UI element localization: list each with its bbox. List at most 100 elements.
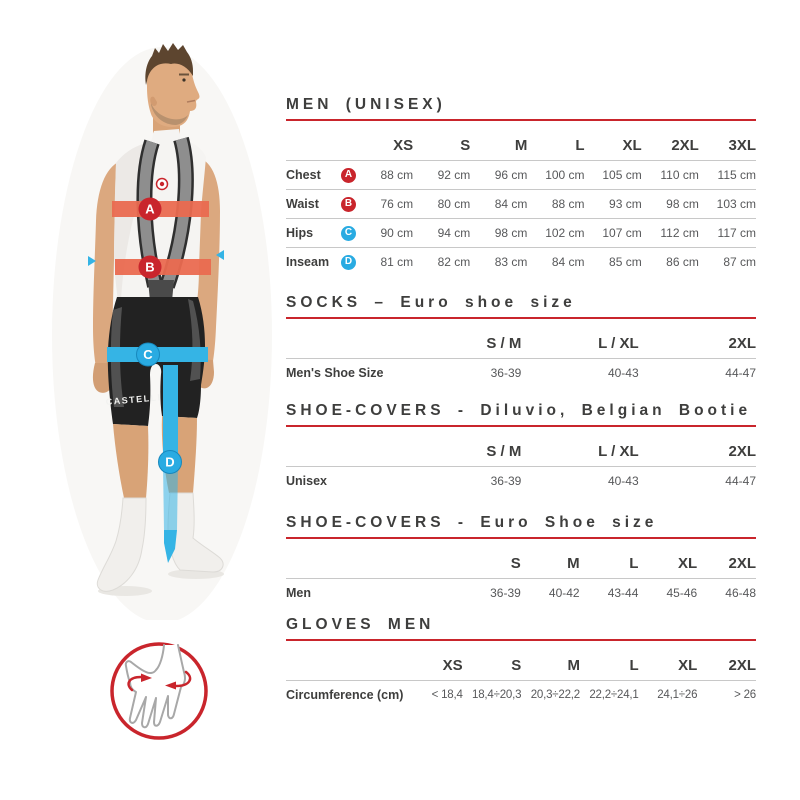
shorts-brand-text: CASTELLI xyxy=(105,392,162,407)
men-size-table: XS S M L XL 2XL 3XL Chest A xyxy=(286,121,756,276)
measure-arrow-right-arc xyxy=(174,670,192,688)
hand-outline xyxy=(124,644,186,729)
shoecovers-diluvio-header-row: S / M L / XL 2XL xyxy=(286,427,756,467)
size-header: M xyxy=(470,121,528,161)
row-label-text: Inseam xyxy=(286,255,330,269)
size-value: 98 cm xyxy=(641,189,699,219)
size-value: 87 cm xyxy=(698,247,756,276)
section-title-men: MEN (UNISEX) xyxy=(286,96,756,121)
size-value: 20,3÷22,2 xyxy=(530,689,580,701)
inseam-band-upper xyxy=(163,365,178,465)
badge-d-letter: D xyxy=(165,455,174,470)
size-value: 105 cm xyxy=(602,168,642,182)
corner-cell xyxy=(286,539,462,579)
size-value: 93 cm xyxy=(584,189,642,219)
row-label-chest: Chest A xyxy=(286,161,356,190)
size-value: 36-39 xyxy=(490,474,522,488)
marker-d-badge: D xyxy=(341,254,356,270)
left-sock xyxy=(96,497,147,592)
size-value: 18,4÷20,3 xyxy=(472,689,522,701)
left-leg xyxy=(113,424,149,498)
bib-panel xyxy=(148,280,174,301)
row-label-text: Hips xyxy=(286,226,314,240)
badge-c-circle xyxy=(136,342,160,367)
glove-measure-icon xyxy=(108,640,210,742)
row-label-unisex: Unisex xyxy=(286,467,404,496)
section-shoecovers-euro: SHOE-COVERS - Euro Shoe size S M L XL 2X… xyxy=(286,514,756,607)
row-label-hips: Hips C xyxy=(286,218,356,248)
gloves-header-row: XS S M L XL 2XL xyxy=(286,641,756,681)
size-value: 85 cm xyxy=(584,247,642,276)
size-header: 3XL xyxy=(698,121,756,161)
section-men-unisex: MEN (UNISEX) XS S M L XL 2XL 3XL xyxy=(286,96,756,276)
size-value: 102 cm xyxy=(527,218,585,248)
size-header: L xyxy=(579,641,639,681)
size-value: 81 cm xyxy=(356,247,414,276)
row-label-text: Circumference (cm) xyxy=(286,688,404,702)
inseam-band-mid xyxy=(163,465,178,530)
size-header: L / XL xyxy=(521,427,639,467)
size-header: L xyxy=(579,539,639,579)
row-label-text: Men xyxy=(286,586,311,600)
size-value: 96 cm xyxy=(494,168,528,182)
ear xyxy=(150,96,157,106)
size-header: L / XL xyxy=(521,319,639,359)
badge-d-circle xyxy=(158,450,182,474)
size-value: 44-47 xyxy=(725,366,756,380)
size-tables-panel: MEN (UNISEX) XS S M L XL 2XL 3XL xyxy=(286,96,756,709)
size-value: 22,2÷24,1 xyxy=(589,689,639,701)
cyan-stub-left xyxy=(88,256,96,266)
size-value: 36-39 xyxy=(490,586,521,600)
size-value: 40-43 xyxy=(607,366,639,380)
size-value: 92 cm xyxy=(437,168,471,182)
size-header: S / M xyxy=(404,427,522,467)
table-row-waist: Waist B 76 cm 80 cm 84 cm 88 cm 93 cm 98… xyxy=(286,189,756,219)
size-value: 86 cm xyxy=(641,247,699,276)
marker-b-badge: B xyxy=(341,196,356,212)
size-header: 2XL xyxy=(697,539,756,579)
brand-logo-mark xyxy=(159,181,165,187)
waist-band xyxy=(115,259,211,275)
size-value: 88 cm xyxy=(380,168,414,182)
size-header: M xyxy=(521,641,580,681)
row-label-circumference: Circumference (cm) xyxy=(286,681,404,710)
size-header: 2XL xyxy=(638,427,756,467)
head xyxy=(146,52,200,127)
badge-c-letter: C xyxy=(143,347,153,362)
size-header: XL xyxy=(584,121,642,161)
size-header: L xyxy=(527,121,585,161)
table-row-hips: Hips C 90 cm 94 cm 98 cm 102 cm 107 cm 1… xyxy=(286,218,756,248)
size-value: > 26 xyxy=(734,689,756,701)
shoecovers-diluvio-table: S / M L / XL 2XL Unisex 36-39 40-43 44-4… xyxy=(286,427,756,495)
size-value: < 18,4 xyxy=(431,689,463,701)
size-header: 2XL xyxy=(638,319,756,359)
row-label-text: Chest xyxy=(286,168,321,182)
hand-icon-svg xyxy=(110,642,208,740)
size-value: 46-48 xyxy=(725,586,756,600)
size-header: S xyxy=(462,641,522,681)
model-figure-svg: CASTELLI A B C D xyxy=(52,43,272,623)
size-value: 45-46 xyxy=(666,586,698,600)
corner-cell xyxy=(286,121,356,161)
section-title-gloves: GLOVES MEN xyxy=(286,616,756,641)
size-header: XS xyxy=(404,641,463,681)
section-title-shoecovers-diluvio: SHOE-COVERS - Diluvio, Belgian Bootie xyxy=(286,402,756,427)
table-row-men: Men 36-39 40-42 43-44 45-46 46-48 xyxy=(286,579,756,608)
marker-a-badge: A xyxy=(341,167,356,183)
size-value: 100 cm xyxy=(545,168,585,182)
badge-b-letter: B xyxy=(145,260,154,275)
row-label-text: Men's Shoe Size xyxy=(286,366,384,380)
size-value: 36-39 xyxy=(490,366,522,380)
size-value: 24,1÷26 xyxy=(657,689,698,701)
inseam-band-tip xyxy=(164,530,177,563)
size-value: 84 cm xyxy=(527,247,585,276)
socks-header-row: S / M L / XL 2XL xyxy=(286,319,756,359)
measure-arrow-right-head xyxy=(165,681,176,690)
marker-c-badge: C xyxy=(341,225,356,241)
socks-size-table: S / M L / XL 2XL Men's Shoe Size 36-39 4… xyxy=(286,319,756,387)
measure-arrow-left-arc xyxy=(127,675,143,692)
hair xyxy=(145,43,193,85)
size-value: 110 cm xyxy=(660,168,699,182)
size-value: 107 cm xyxy=(584,218,642,248)
row-label-text: Waist xyxy=(286,197,319,211)
